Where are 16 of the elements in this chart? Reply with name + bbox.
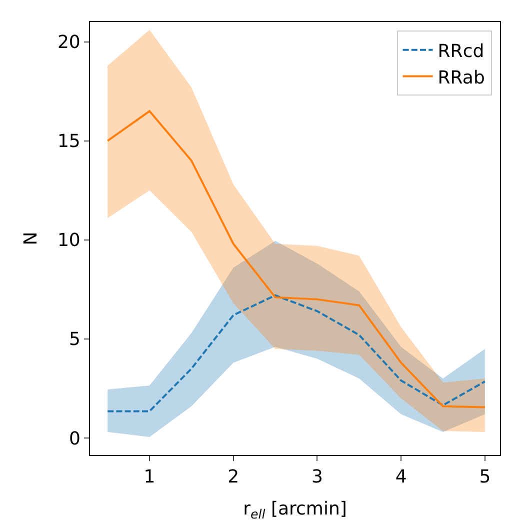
legend-label: RRab: [438, 67, 485, 88]
x-tick-label: 5: [479, 466, 491, 488]
x-tick-label: 2: [228, 466, 240, 488]
y-axis-title: N: [20, 232, 42, 246]
y-tick-label: 5: [68, 329, 80, 350]
y-tick-label: 15: [57, 131, 80, 152]
y-tick-label: 10: [57, 230, 80, 252]
x-tick-label: 4: [395, 466, 407, 488]
line-series: [106, 294, 486, 412]
x-tick-label: 1: [144, 466, 156, 488]
y-tick-label: 0: [68, 428, 80, 450]
y-tick-label: 20: [57, 32, 80, 54]
legend-label: RRcd: [438, 40, 484, 62]
x-tick-label: 3: [311, 466, 323, 488]
x-axis-title: r$_{ell}$ [arcmin]: [243, 498, 347, 522]
line-series: [106, 110, 486, 408]
